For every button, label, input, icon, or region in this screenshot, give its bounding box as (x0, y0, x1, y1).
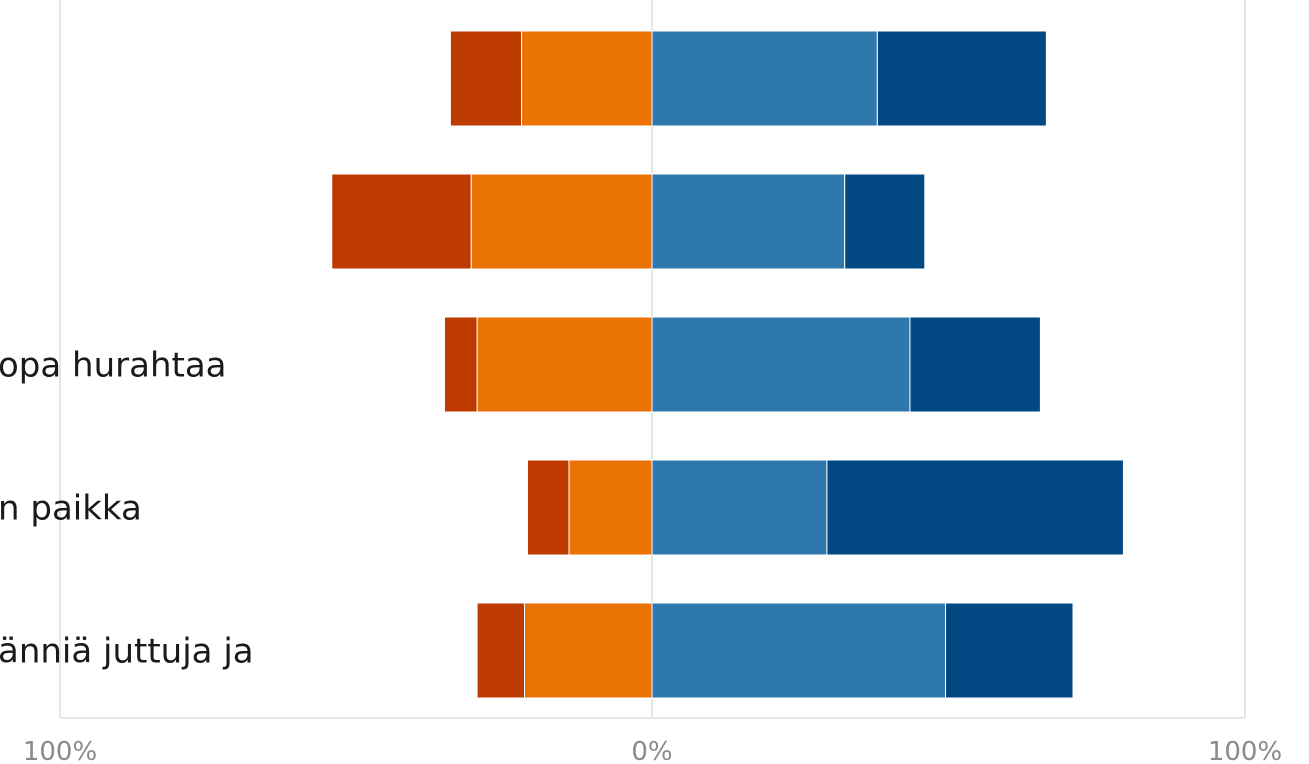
bar-segment-positive-0-row-2 (651, 316, 911, 413)
bar-segment-positive-0-row-4 (651, 602, 947, 699)
bar-segment-negative-1-row-2 (476, 316, 653, 413)
bars-group (331, 30, 1124, 699)
bar-segment-positive-1-row-3 (826, 459, 1124, 556)
x-tick-label-left: 100% (23, 737, 97, 764)
x-tick-label-right: 100% (1208, 737, 1282, 764)
bar-segment-positive-1-row-0 (876, 30, 1047, 127)
bar-segment-negative-0-row-2 (443, 316, 478, 413)
bar-segment-negative-0-row-3 (526, 459, 570, 556)
category-label-row-2: opa hurahtaa (0, 346, 227, 386)
bar-segment-negative-0-row-4 (476, 602, 526, 699)
bar-segment-negative-0-row-1 (331, 173, 472, 270)
bar-segment-positive-1-row-2 (909, 316, 1041, 413)
bar-segment-negative-0-row-0 (449, 30, 523, 127)
bar-segment-negative-1-row-1 (470, 173, 653, 270)
x-tick-labels: 100% 0% 100% (23, 737, 1282, 764)
bar-segment-positive-0-row-3 (651, 459, 828, 556)
bar-segment-negative-1-row-4 (524, 602, 653, 699)
bar-segment-negative-1-row-0 (521, 30, 653, 127)
category-label-row-4: änniä juttuja ja (0, 632, 254, 672)
bar-segment-positive-0-row-0 (651, 30, 878, 127)
x-tick-label-zero: 0% (631, 737, 672, 764)
bar-segment-positive-1-row-4 (945, 602, 1074, 699)
category-labels: opa hurahtaa n paikka änniä juttuja ja (0, 346, 254, 672)
bar-segment-positive-0-row-1 (651, 173, 846, 270)
category-label-row-3: n paikka (0, 489, 142, 529)
bar-segment-negative-1-row-3 (568, 459, 653, 556)
bar-segment-positive-1-row-1 (844, 173, 926, 270)
